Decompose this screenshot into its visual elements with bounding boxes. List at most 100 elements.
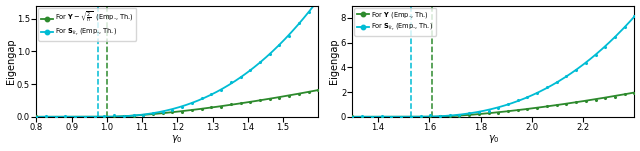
- Point: [552, 104, 562, 106]
- Point: [454, 114, 465, 117]
- Point: [503, 110, 513, 112]
- Point: [294, 93, 304, 96]
- Point: [522, 96, 532, 98]
- Point: [51, 116, 61, 118]
- Point: [51, 116, 61, 118]
- Point: [264, 53, 275, 55]
- Point: [415, 115, 426, 117]
- Point: [503, 103, 513, 105]
- Point: [591, 98, 601, 101]
- Point: [474, 113, 484, 115]
- Point: [109, 114, 119, 117]
- Point: [187, 109, 197, 111]
- Point: [610, 35, 620, 38]
- Point: [187, 101, 197, 104]
- Point: [118, 115, 129, 118]
- Point: [629, 14, 639, 17]
- Point: [600, 96, 611, 99]
- Point: [41, 115, 51, 117]
- Y-axis label: Eigengap: Eigengap: [330, 38, 339, 84]
- Point: [148, 112, 158, 114]
- Point: [129, 115, 139, 117]
- Point: [376, 115, 387, 118]
- Point: [445, 114, 455, 116]
- Point: [620, 26, 630, 28]
- Point: [600, 46, 611, 48]
- Y-axis label: Eigengap: Eigengap: [6, 38, 15, 84]
- Point: [552, 81, 562, 84]
- Point: [70, 116, 81, 118]
- Point: [80, 116, 90, 118]
- Point: [435, 115, 445, 118]
- Point: [313, 89, 323, 91]
- Point: [367, 116, 377, 118]
- Point: [60, 116, 70, 118]
- Point: [99, 116, 109, 118]
- Point: [415, 116, 426, 118]
- Point: [591, 54, 601, 56]
- Point: [138, 113, 148, 116]
- Point: [245, 69, 255, 71]
- Point: [118, 115, 129, 117]
- Point: [90, 116, 100, 118]
- Point: [454, 114, 465, 116]
- Point: [629, 92, 639, 94]
- Point: [275, 96, 285, 99]
- Point: [532, 107, 542, 109]
- Point: [357, 115, 367, 117]
- Point: [483, 112, 493, 114]
- Point: [303, 90, 314, 93]
- Point: [396, 116, 406, 118]
- Point: [196, 96, 207, 99]
- Point: [474, 111, 484, 113]
- Point: [493, 112, 504, 114]
- Point: [138, 114, 148, 116]
- Point: [425, 114, 435, 117]
- Point: [157, 112, 168, 114]
- Point: [31, 115, 42, 117]
- Point: [561, 75, 572, 78]
- Point: [216, 89, 226, 91]
- Point: [571, 100, 581, 103]
- Point: [513, 98, 523, 101]
- X-axis label: $\gamma_0$: $\gamma_0$: [172, 133, 183, 145]
- Point: [129, 114, 139, 116]
- Point: [522, 108, 532, 110]
- Point: [406, 116, 416, 118]
- Point: [303, 11, 314, 13]
- Point: [275, 44, 285, 46]
- Point: [348, 116, 358, 118]
- Point: [386, 116, 396, 118]
- Point: [31, 116, 42, 118]
- Point: [245, 101, 255, 103]
- Point: [348, 115, 358, 117]
- Point: [264, 98, 275, 100]
- Point: [376, 116, 387, 118]
- Point: [236, 76, 246, 78]
- Point: [561, 103, 572, 105]
- Point: [255, 98, 265, 101]
- Point: [406, 116, 416, 118]
- Point: [445, 115, 455, 118]
- Point: [167, 109, 177, 111]
- Point: [60, 115, 70, 118]
- Point: [396, 116, 406, 118]
- Point: [41, 116, 51, 118]
- Point: [294, 22, 304, 25]
- Point: [620, 93, 630, 95]
- Point: [177, 110, 188, 113]
- Point: [542, 85, 552, 88]
- Point: [580, 100, 591, 102]
- Point: [70, 116, 81, 118]
- Point: [464, 114, 474, 116]
- Point: [109, 115, 119, 117]
- Point: [386, 116, 396, 118]
- Point: [435, 115, 445, 118]
- Point: [367, 116, 377, 118]
- Point: [580, 61, 591, 64]
- Point: [255, 61, 265, 64]
- Point: [610, 95, 620, 98]
- Point: [157, 111, 168, 113]
- Point: [226, 103, 236, 105]
- Point: [513, 109, 523, 111]
